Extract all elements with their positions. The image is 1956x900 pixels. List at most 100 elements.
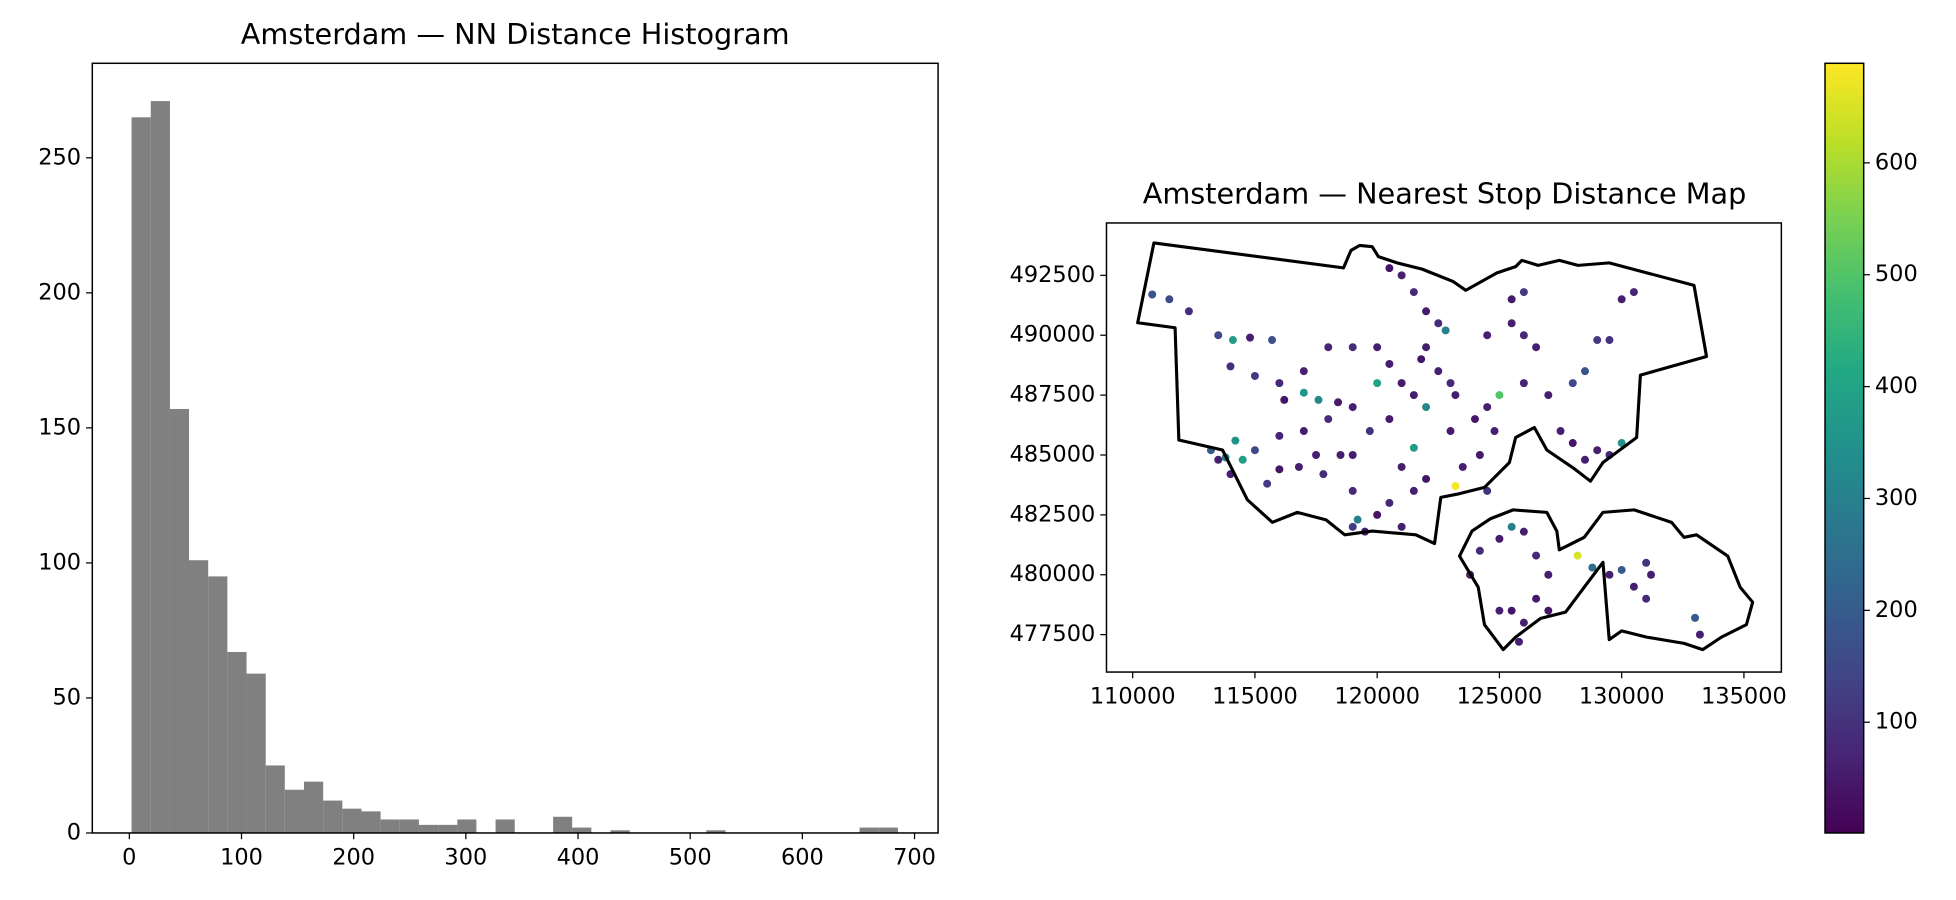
- stop-point: [1483, 486, 1492, 495]
- stop-point: [1495, 534, 1504, 543]
- stop-point: [1397, 462, 1406, 471]
- stop-point: [1231, 436, 1240, 445]
- stop-point: [1556, 427, 1565, 436]
- stop-point: [1605, 336, 1614, 345]
- bar: [189, 560, 209, 833]
- stop-point: [1324, 343, 1333, 352]
- stop-point: [1446, 379, 1455, 388]
- bar: [150, 101, 170, 833]
- stop-point: [1483, 331, 1492, 340]
- map-boundary: [1136, 241, 1755, 652]
- stop-point: [1238, 455, 1247, 464]
- stop-point: [1294, 462, 1303, 471]
- colorbar-tick-label: 300: [1875, 485, 1918, 511]
- stop-point: [1593, 446, 1602, 455]
- stop-point: [1422, 403, 1431, 412]
- y-tick-label: 492500: [1010, 262, 1096, 288]
- colorbar-tick-label: 200: [1875, 597, 1918, 623]
- stop-point: [1417, 355, 1426, 364]
- y-tick-label: 482500: [1010, 501, 1096, 527]
- stop-point: [1588, 563, 1597, 572]
- bar: [495, 819, 515, 833]
- stop-point: [1519, 288, 1528, 297]
- stop-point: [1544, 391, 1553, 400]
- stop-point: [1495, 606, 1504, 615]
- bar: [572, 827, 592, 833]
- stop-point: [1519, 527, 1528, 536]
- stop-point: [1642, 558, 1651, 567]
- y-tick-label: 250: [38, 144, 81, 170]
- stop-point: [1348, 450, 1357, 459]
- x-tick-label: 700: [893, 844, 936, 870]
- stop-point: [1353, 515, 1362, 524]
- stop-point: [1299, 367, 1308, 376]
- stop-point: [1385, 498, 1394, 507]
- stop-point: [1532, 343, 1541, 352]
- x-tick-label: 600: [781, 844, 824, 870]
- stop-point: [1434, 367, 1443, 376]
- stop-point: [1348, 403, 1357, 412]
- stop-point: [1334, 398, 1343, 407]
- stop-point: [1250, 446, 1259, 455]
- bar: [438, 824, 458, 833]
- stop-point: [1226, 362, 1235, 371]
- axes-frame: [91, 62, 939, 834]
- stop-point: [1434, 319, 1443, 328]
- stop-point: [1507, 319, 1516, 328]
- y-tick-label: 200: [38, 279, 81, 305]
- stop-point: [1409, 288, 1418, 297]
- stop-point: [1299, 427, 1308, 436]
- stop-point: [1695, 630, 1704, 639]
- bar: [265, 765, 285, 833]
- x-tick-label: 0: [122, 844, 136, 870]
- stop-point: [1348, 522, 1357, 531]
- x-tick-label: 400: [557, 844, 600, 870]
- stop-point: [1422, 307, 1431, 316]
- stop-point: [1348, 486, 1357, 495]
- bar: [131, 117, 151, 833]
- stop-point: [1184, 307, 1193, 316]
- stop-point: [1441, 326, 1450, 335]
- stop-point: [1642, 594, 1651, 603]
- stop-point: [1475, 450, 1484, 459]
- bar: [706, 830, 726, 833]
- y-tick-label: 485000: [1010, 441, 1096, 467]
- bar: [859, 827, 879, 833]
- stop-point: [1263, 479, 1272, 488]
- stop-point: [1507, 606, 1516, 615]
- stop-point: [1507, 522, 1516, 531]
- stop-point: [1451, 482, 1460, 491]
- bar: [303, 781, 324, 833]
- bar: [323, 800, 343, 833]
- stop-point: [1314, 395, 1323, 404]
- colorbar-tick-label: 100: [1875, 709, 1918, 735]
- stop-point: [1365, 427, 1374, 436]
- hist-title: Amsterdam — NN Distance Histogram: [241, 17, 790, 51]
- stop-point: [1617, 565, 1626, 574]
- y-tick-label: 150: [38, 414, 81, 440]
- stop-point: [1507, 295, 1516, 304]
- stop-point: [1275, 379, 1284, 388]
- stop-point: [1519, 618, 1528, 627]
- stop-point: [1214, 331, 1223, 340]
- x-tick-label: 120000: [1334, 683, 1420, 709]
- stop-point: [1629, 582, 1638, 591]
- x-tick-label: 200: [332, 844, 375, 870]
- stop-point: [1593, 336, 1602, 345]
- bar: [878, 827, 898, 833]
- bar: [342, 808, 362, 833]
- stop-point: [1446, 427, 1455, 436]
- stop-point: [1148, 290, 1157, 299]
- stop-point: [1532, 594, 1541, 603]
- stop-point: [1422, 343, 1431, 352]
- colorbar-tick-label: 500: [1875, 261, 1918, 287]
- bar: [361, 811, 381, 833]
- y-tick-label: 480000: [1010, 561, 1096, 587]
- bar: [208, 576, 228, 833]
- stop-point: [1373, 510, 1382, 519]
- stop-point: [1544, 570, 1553, 579]
- stop-point: [1532, 551, 1541, 560]
- x-tick-label: 300: [444, 844, 487, 870]
- colorbar: [1824, 62, 1865, 834]
- stop-point: [1214, 455, 1223, 464]
